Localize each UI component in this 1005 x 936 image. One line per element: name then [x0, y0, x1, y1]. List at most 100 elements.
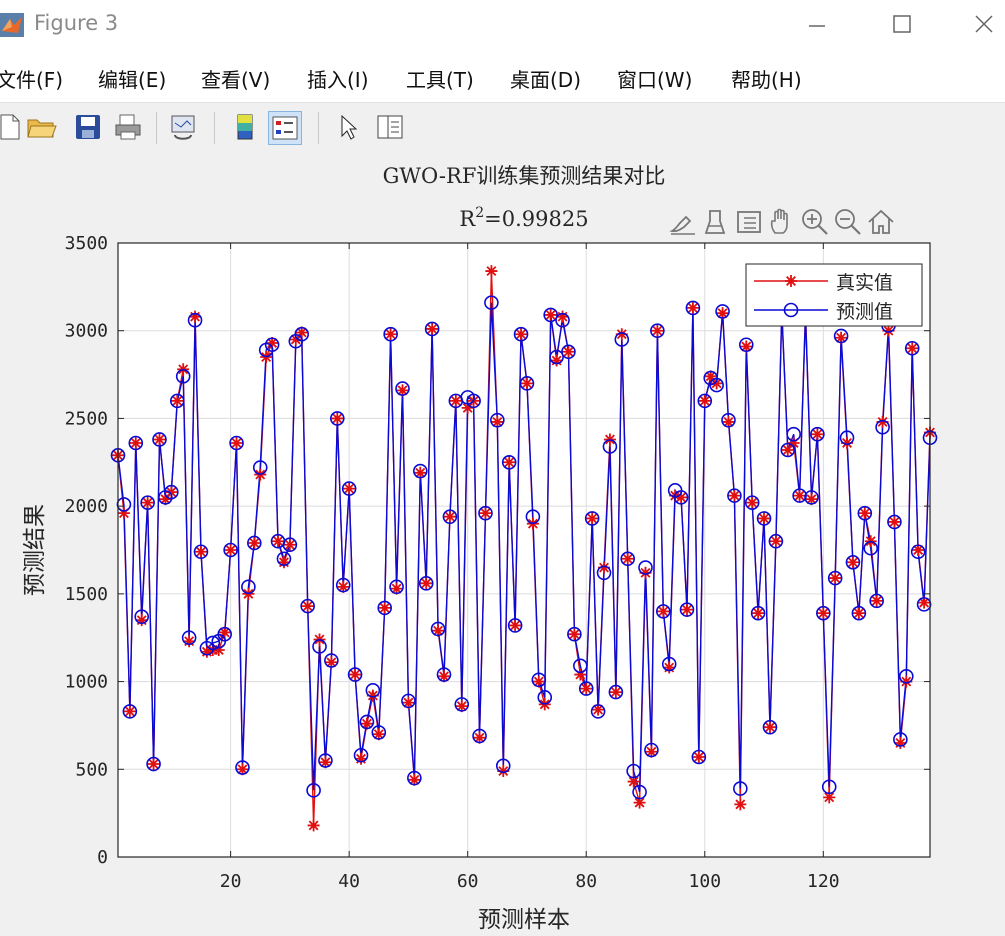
predicted-value-point — [395, 381, 410, 396]
menu-insert[interactable]: 插入(I) — [307, 68, 369, 92]
true-value-point — [337, 580, 350, 593]
asterisk-mark — [675, 491, 688, 504]
asterisk-mark — [236, 763, 249, 776]
asterisk-mark — [355, 752, 368, 765]
predicted-value-point — [810, 426, 825, 442]
close-button[interactable] — [962, 6, 1005, 42]
asterisk-mark — [615, 328, 628, 341]
true-value-point — [918, 596, 931, 609]
predicted-value-point — [353, 747, 369, 763]
true-value-point — [692, 751, 705, 764]
new-file-icon — [0, 114, 20, 140]
menu-window[interactable]: 窗口(W) — [617, 68, 693, 92]
zoom-out-button[interactable] — [833, 207, 863, 237]
true-value-point — [829, 572, 842, 585]
data-tips-button[interactable] — [701, 207, 731, 237]
menu-help[interactable]: 帮助(H) — [731, 68, 802, 92]
menu-desktop[interactable]: 桌面(D) — [510, 68, 582, 92]
predicted-value-point — [282, 537, 298, 553]
chart-subtitle: R2=0.99825 — [459, 205, 588, 231]
asterisk-mark — [437, 670, 450, 683]
legend-label-true: 真实值 — [836, 272, 893, 294]
maximize-button[interactable] — [880, 6, 924, 42]
new-file-button[interactable] — [0, 111, 26, 143]
asterisk-mark — [912, 544, 925, 556]
asterisk-mark — [497, 765, 510, 778]
asterisk-mark — [663, 661, 676, 674]
predicted-value-point — [193, 544, 209, 560]
asterisk-mark — [639, 566, 652, 579]
true-value-point — [200, 645, 213, 658]
predicted-value-point — [513, 326, 529, 342]
predicted-value-point — [744, 495, 760, 510]
menu-edit[interactable]: 编辑(E) — [98, 68, 167, 92]
asterisk-mark — [449, 394, 462, 407]
menu-view[interactable]: 查看(V) — [201, 68, 271, 92]
true-value-point — [627, 775, 640, 788]
zoom-out-icon — [835, 209, 861, 235]
true-value-point — [485, 265, 498, 278]
true-value-point — [390, 582, 403, 595]
save-button[interactable] — [72, 111, 104, 143]
true-value-point — [212, 643, 225, 656]
asterisk-mark — [414, 466, 427, 479]
true-value-point — [141, 496, 154, 509]
asterisk-mark — [870, 594, 883, 607]
menu-tools[interactable]: 工具(T) — [406, 68, 474, 92]
predicted-value-point — [614, 332, 630, 347]
colorbar-button[interactable] — [229, 111, 261, 143]
asterisk-mark — [906, 342, 919, 355]
restore-view-button[interactable] — [734, 207, 764, 237]
asterisk-mark — [443, 510, 456, 523]
minimize-button[interactable] — [795, 6, 839, 42]
asterisk-mark — [894, 736, 907, 749]
zoom-in-icon — [802, 209, 828, 235]
predicted-value-point — [638, 560, 653, 575]
predicted-value-point — [472, 728, 487, 744]
true-value-point — [769, 535, 782, 548]
predicted-value-point — [430, 621, 446, 637]
link-plot-button[interactable] — [168, 111, 200, 143]
legend-button[interactable] — [268, 111, 302, 145]
predicted-value-point — [762, 719, 778, 735]
brush-button[interactable] — [668, 207, 698, 237]
true-value-point — [497, 765, 510, 778]
true-value-point — [633, 796, 646, 809]
true-value-point — [722, 415, 735, 428]
predicted-value-point — [252, 460, 268, 475]
asterisk-mark — [858, 507, 871, 520]
predicted-value-point — [608, 684, 624, 700]
asterisk-mark — [479, 507, 492, 520]
asterisk-mark — [746, 496, 759, 509]
predicted-value-point — [152, 432, 167, 447]
property-editor-button[interactable] — [374, 111, 406, 143]
predicted-value-point — [721, 412, 736, 428]
axes-box — [117, 242, 931, 858]
print-button[interactable] — [113, 111, 145, 143]
asterisk-mark — [396, 384, 409, 397]
legend-box[interactable] — [745, 263, 923, 327]
edit-plot-button[interactable] — [332, 111, 364, 143]
true-value-point — [894, 736, 907, 749]
true-value-point — [129, 436, 142, 449]
true-value-point — [520, 377, 533, 390]
asterisk-mark — [556, 310, 569, 323]
predicted-value-point — [549, 349, 564, 365]
predicted-value-point — [241, 579, 256, 595]
asterisk-mark — [171, 394, 184, 407]
predicted-value-point — [140, 495, 155, 510]
open-button[interactable] — [26, 111, 58, 143]
true-value-point — [355, 752, 368, 765]
true-value-point — [183, 635, 196, 648]
home-button[interactable] — [866, 207, 896, 237]
pan-button[interactable] — [767, 207, 797, 237]
zoom-in-button[interactable] — [800, 207, 830, 237]
predicted-value-point — [573, 658, 588, 674]
true-value-point — [805, 493, 818, 506]
legend-label-predicted: 预测值 — [836, 301, 893, 323]
menu-file[interactable]: 文件(F) — [0, 68, 64, 92]
asterisk-mark — [592, 703, 605, 716]
predicted-value-point — [436, 667, 452, 682]
true-value-point — [147, 758, 160, 771]
predicted-value-point — [839, 430, 855, 446]
